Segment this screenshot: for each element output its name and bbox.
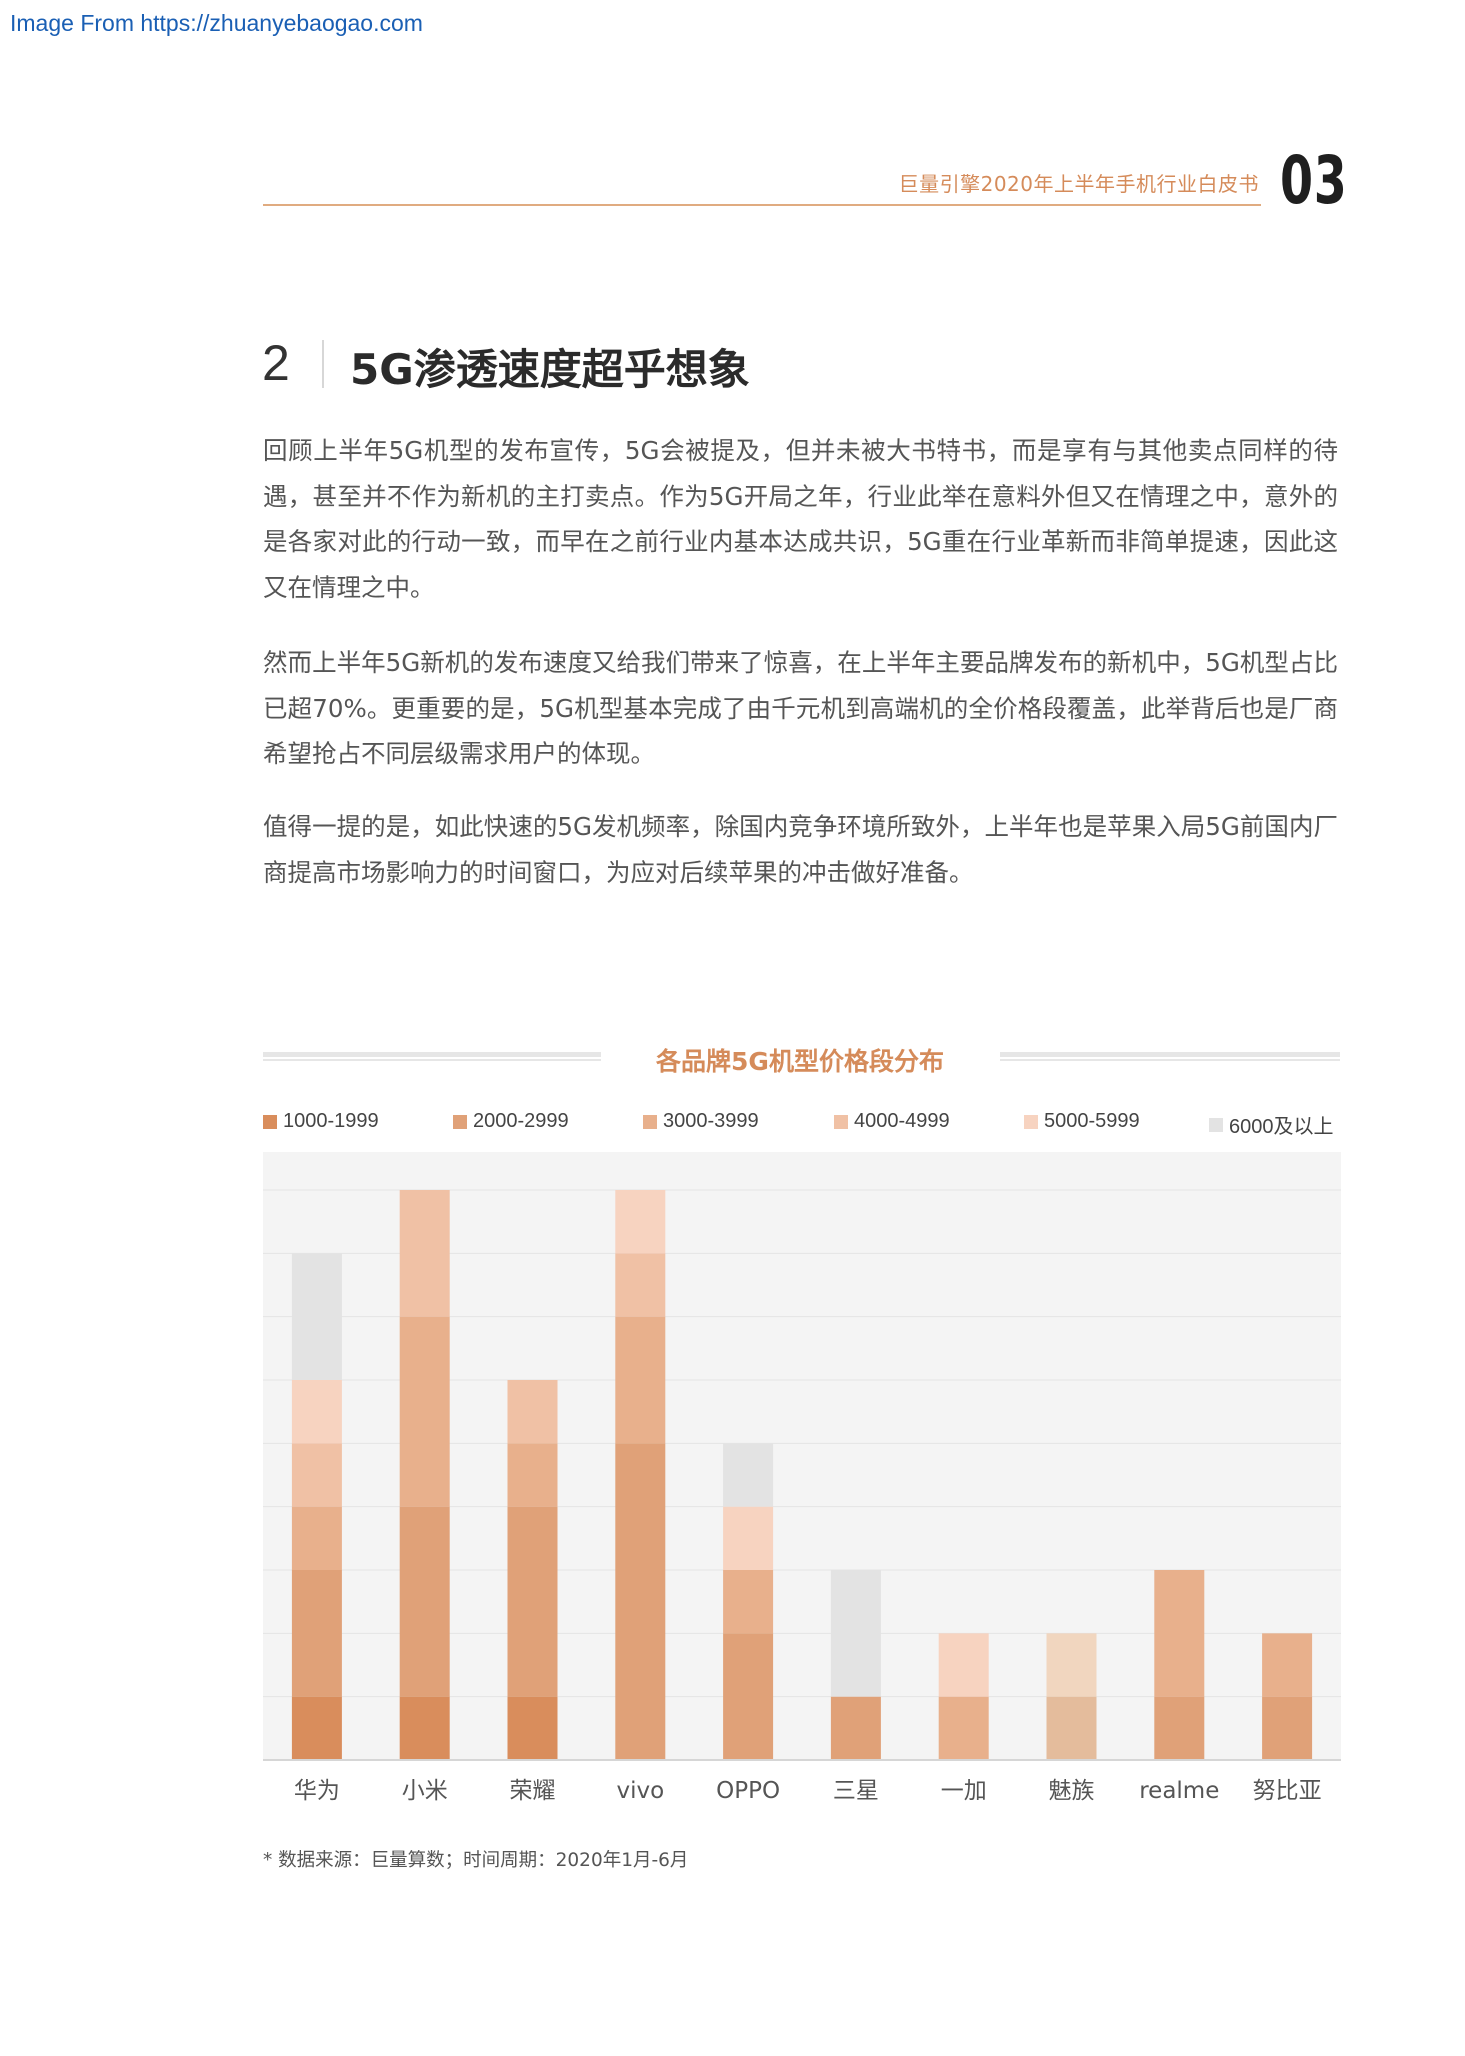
legend-item: 2000-2999 [453, 1110, 569, 1133]
legend-label: 4000-4999 [854, 1110, 950, 1132]
x-tick-label: 努比亚 [1253, 1778, 1322, 1804]
stacked-bar-chart: 华为 小米 荣耀 vivo OPPO 三星 一加 魅族 realme 努比亚 [263, 1152, 1341, 1804]
section-number: 2 [262, 335, 290, 391]
section-title: 5G渗透速度超乎想象 [350, 345, 750, 394]
x-tick-label: 魅族 [1049, 1778, 1095, 1804]
x-tick-label: 华为 [294, 1778, 340, 1804]
bar-segment [723, 1633, 774, 1760]
legend-item: 6000及以上 [1209, 1110, 1334, 1139]
bar-segment [1262, 1633, 1313, 1697]
x-tick-label: 荣耀 [510, 1778, 556, 1804]
chart-title: 各品牌5G机型价格段分布 [656, 1047, 944, 1076]
bar-segment [1154, 1696, 1205, 1760]
bar-segment [723, 1570, 774, 1634]
bar-segment [1046, 1696, 1097, 1760]
legend-swatch [1024, 1114, 1038, 1129]
legend-swatch [834, 1114, 848, 1129]
paragraph-2: 然而上半年5G新机的发布速度又给我们带来了惊喜，在上半年主要品牌发布的新机中，5… [263, 648, 1338, 768]
bar-segment [1154, 1570, 1205, 1697]
legend-swatch [1209, 1117, 1223, 1132]
bar-segment [399, 1506, 450, 1697]
x-tick-label: vivo [616, 1778, 664, 1804]
legend-item: 3000-3999 [643, 1110, 759, 1133]
source-watermark-link[interactable]: Image From https://zhuanyebaogao.com [10, 10, 423, 36]
bar-segment [1046, 1633, 1097, 1697]
header-divider [263, 204, 1261, 206]
x-tick-label: 一加 [941, 1778, 987, 1804]
bar-segment [291, 1506, 342, 1570]
bar-segment [291, 1570, 342, 1697]
bar-segment [830, 1696, 881, 1760]
bar-segment [615, 1253, 666, 1317]
bar-segment [291, 1253, 342, 1380]
bar-segment [399, 1316, 450, 1507]
chart-title-rule-left [263, 1052, 601, 1061]
bar-segment [615, 1316, 666, 1444]
bar-segment [723, 1506, 774, 1570]
bar-segment [291, 1443, 342, 1507]
legend-label: 5000-5999 [1044, 1110, 1140, 1132]
bar-segment [507, 1443, 558, 1507]
legend-item: 1000-1999 [263, 1110, 379, 1133]
x-tick-label: realme [1139, 1778, 1219, 1804]
bar-segment [507, 1696, 558, 1760]
bar-segment [938, 1633, 989, 1697]
x-tick-label: OPPO [716, 1778, 780, 1804]
legend-label: 6000及以上 [1229, 1116, 1334, 1138]
chart-title-rule-right [1000, 1052, 1340, 1061]
bar-segment [615, 1443, 666, 1760]
bar-segment [507, 1380, 558, 1444]
legend-swatch [263, 1114, 277, 1129]
report-title: 巨量引擎2020年上半年手机行业白皮书 [898, 172, 1259, 196]
paragraph-3: 值得一提的是，如此快速的5G发机频率，除国内竞争环境所致外，上半年也是苹果入局5… [263, 812, 1338, 887]
bar-segment [399, 1696, 450, 1760]
chart-legend: 1000-1999 2000-2999 3000-3999 4000-4999 5000… [263, 1110, 1341, 1140]
bar-segment [723, 1443, 774, 1507]
legend-swatch [643, 1114, 657, 1129]
bar-segment [507, 1506, 558, 1697]
data-source-footnote: * 数据来源：巨量算数；时间周期：2020年1月-6月 [263, 1850, 689, 1871]
bar-segment [938, 1696, 989, 1760]
section-divider [322, 340, 324, 388]
bar-segment [399, 1190, 450, 1317]
page-number: 03 [1280, 142, 1348, 219]
bar-segment [1262, 1696, 1313, 1760]
paragraph-1: 回顾上半年5G机型的发布宣传，5G会被提及，但并未被大书特书，而是享有与其他卖点… [263, 436, 1338, 602]
legend-item: 4000-4999 [834, 1110, 950, 1133]
legend-swatch [453, 1114, 467, 1129]
legend-item: 5000-5999 [1024, 1110, 1140, 1133]
bar-segment [830, 1570, 881, 1697]
legend-label: 2000-2999 [473, 1110, 569, 1132]
x-tick-label: 三星 [833, 1778, 879, 1804]
x-tick-label: 小米 [402, 1778, 448, 1804]
bar-segment [291, 1380, 342, 1444]
legend-label: 3000-3999 [663, 1110, 759, 1132]
bar-segment [615, 1190, 666, 1254]
bar-segment [291, 1696, 342, 1760]
legend-label: 1000-1999 [283, 1110, 379, 1132]
